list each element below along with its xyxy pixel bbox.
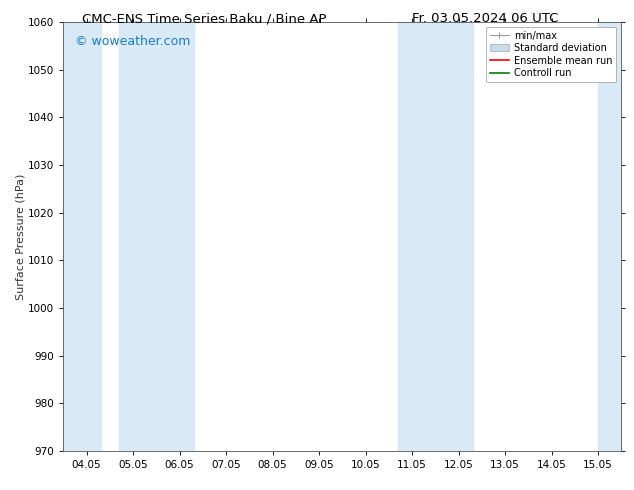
Bar [63, 22, 101, 451]
Bar [398, 22, 472, 451]
Text: © woweather.com: © woweather.com [75, 35, 190, 48]
Bar [598, 22, 621, 451]
Text: CMC-ENS Time Series Baku / Bine AP: CMC-ENS Time Series Baku / Bine AP [82, 12, 327, 25]
Bar [119, 22, 193, 451]
Y-axis label: Surface Pressure (hPa): Surface Pressure (hPa) [15, 173, 25, 299]
Text: Fr. 03.05.2024 06 UTC: Fr. 03.05.2024 06 UTC [412, 12, 559, 25]
Legend: min/max, Standard deviation, Ensemble mean run, Controll run: min/max, Standard deviation, Ensemble me… [486, 27, 616, 82]
